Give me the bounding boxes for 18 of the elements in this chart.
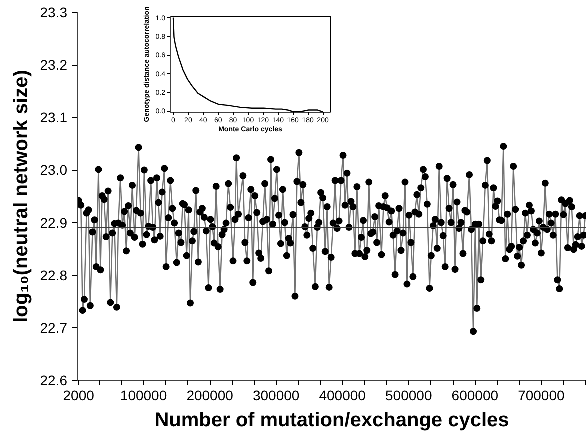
x-tick-label: 400000 (319, 388, 366, 404)
y-tick-label: 22.8 (40, 267, 68, 284)
y-tick-label: 23.3 (40, 4, 68, 20)
y-tick-label: 22.9 (40, 214, 68, 231)
x-tick-label: 300000 (252, 388, 300, 404)
x-tick-label: 100000 (120, 388, 168, 404)
x-tick-label: 2000 (63, 388, 95, 404)
x-tick-label: 700000 (518, 388, 566, 404)
y-tick-label: 22.7 (40, 320, 68, 336)
y-tick-label: 23.2 (40, 57, 68, 74)
y-axis-title: log₁₀(neutral network size) (10, 70, 32, 323)
x-tick-label: 600000 (452, 388, 499, 404)
y-tick-label: 23.0 (40, 162, 68, 178)
y-tick-label: 23.1 (40, 110, 68, 126)
y-tick-label: 22.6 (40, 372, 68, 388)
x-axis-title: Number of mutation/exchange cycles (154, 410, 510, 432)
x-tick-label: 500000 (386, 388, 432, 404)
x-tick-label: 200000 (186, 388, 234, 404)
